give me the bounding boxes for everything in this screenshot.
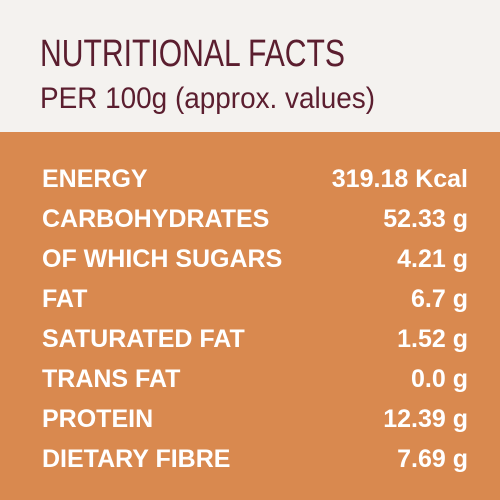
nutrient-value: 4.21 g <box>397 245 468 273</box>
nutrient-value: 52.33 g <box>383 205 468 233</box>
nutrient-value: 1.52 g <box>397 325 468 353</box>
nutrient-name: ENERGY <box>42 165 148 193</box>
nutrient-value: 319.18 Kcal <box>332 165 468 193</box>
nutrient-name: OF WHICH SUGARS <box>42 245 282 273</box>
nutrient-name: TRANS FAT <box>42 365 180 393</box>
nutrient-name: SATURATED FAT <box>42 325 245 353</box>
nutrient-name: PROTEIN <box>42 405 153 433</box>
nutrient-value: 0.0 g <box>411 365 468 393</box>
header-background <box>0 0 500 132</box>
title: NUTRITIONAL FACTS <box>40 33 345 75</box>
nutrient-name: FAT <box>42 285 87 313</box>
subtitle: PER 100g (approx. values) <box>40 82 375 115</box>
nutrient-value: 6.7 g <box>411 285 468 313</box>
nutrient-name: DIETARY FIBRE <box>42 445 230 473</box>
nutrition-table: ENERGY 319.18 Kcal CARBOHYDRATES 52.33 g OF … <box>42 165 468 473</box>
nutrient-value: 12.39 g <box>383 405 468 433</box>
nutrient-value: 7.69 g <box>397 445 468 473</box>
table-background <box>0 132 500 500</box>
nutrient-name: CARBOHYDRATES <box>42 205 269 233</box>
